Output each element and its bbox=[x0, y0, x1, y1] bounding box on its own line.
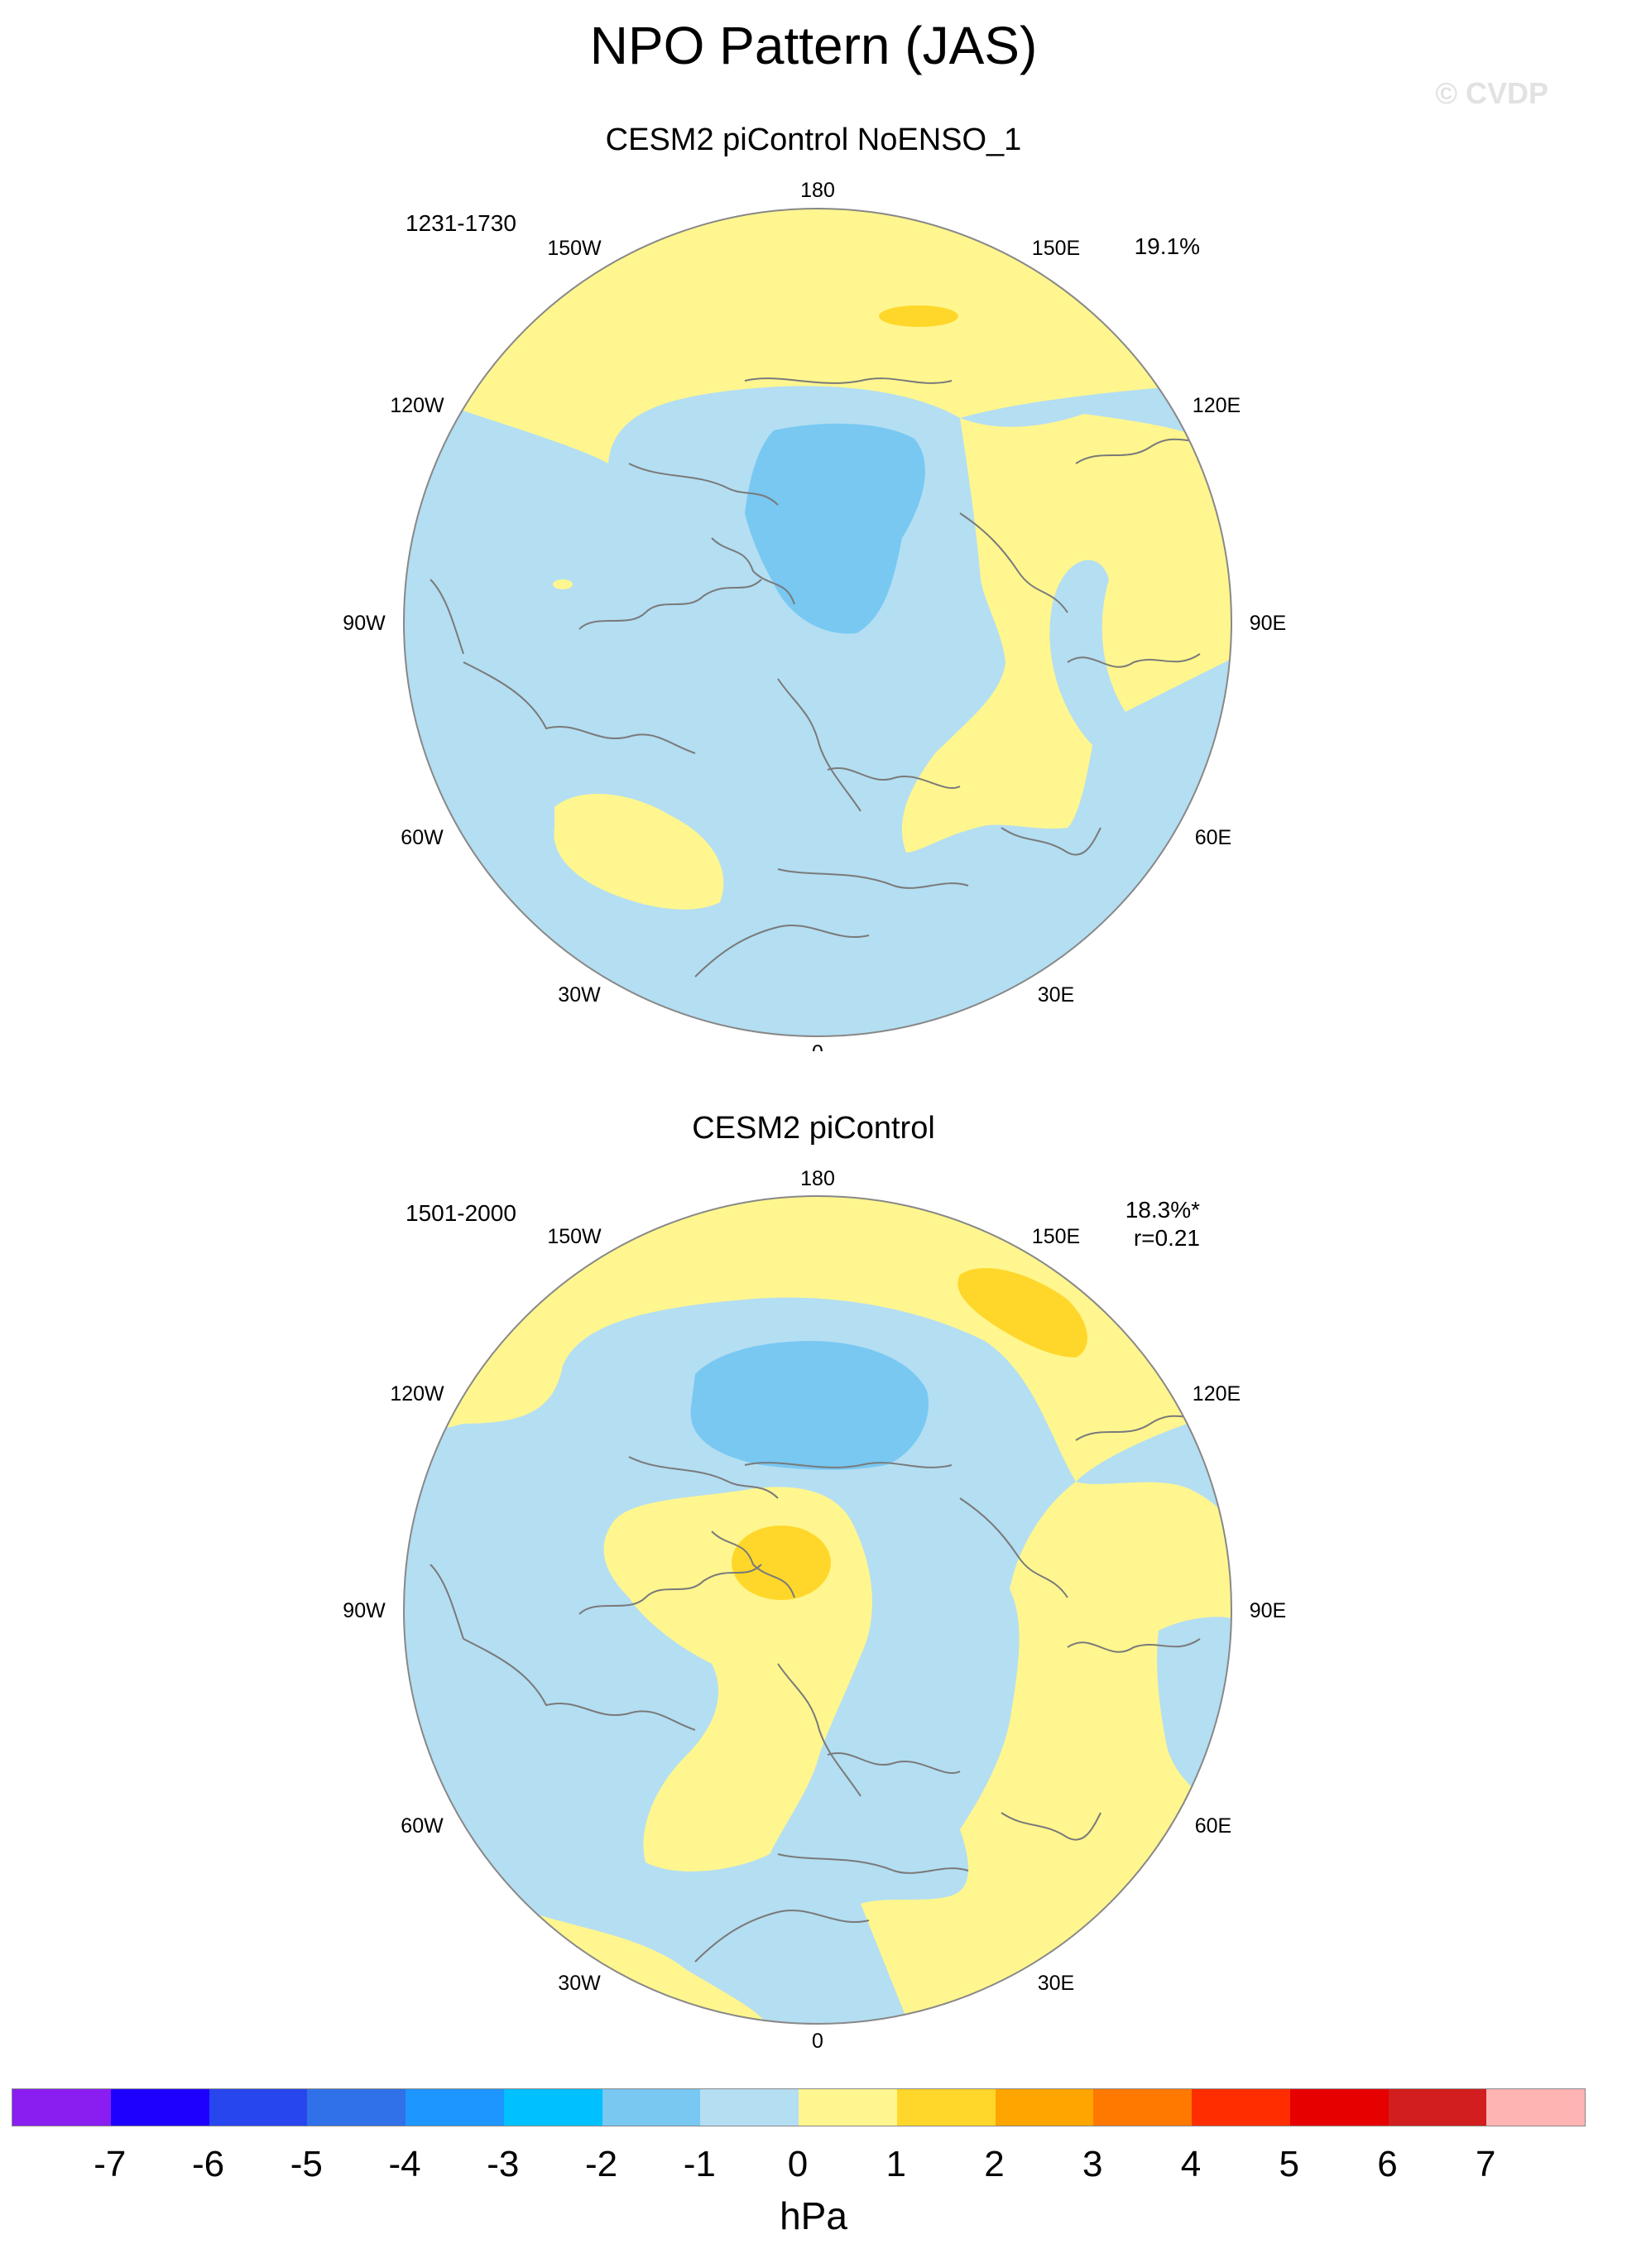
panel-2-positive-north bbox=[404, 1196, 1231, 1482]
lon-label: 150E bbox=[1032, 237, 1080, 260]
panel-1-date-range: 1231-1730 bbox=[406, 210, 516, 236]
panel-1-negative-core bbox=[745, 423, 925, 634]
panel-2-positive-core-arctic bbox=[732, 1526, 831, 1600]
panel-1-positive-core bbox=[879, 305, 958, 327]
lon-label: 150W bbox=[547, 1225, 602, 1248]
figure-title: NPO Pattern (JAS) bbox=[589, 16, 1038, 75]
colorbar-swatch bbox=[1093, 2089, 1192, 2126]
lon-label: 150E bbox=[1032, 1225, 1080, 1248]
colorbar-swatch bbox=[700, 2089, 799, 2126]
colorbar-swatch bbox=[896, 2089, 996, 2126]
colorbar-tick-label: -5 bbox=[290, 2144, 323, 2184]
colorbar-swatch bbox=[110, 2089, 209, 2126]
colorbar-swatch bbox=[406, 2089, 504, 2126]
colorbar-tick-label: 7 bbox=[1476, 2144, 1496, 2184]
panel-2-negative-core bbox=[690, 1341, 929, 1470]
lon-label: 120W bbox=[390, 394, 444, 417]
lon-label: 180 bbox=[800, 179, 835, 202]
panel-1-small-positive bbox=[553, 579, 573, 589]
colorbar-tick-label: 5 bbox=[1279, 2144, 1299, 2184]
colorbar-swatch bbox=[503, 2089, 602, 2126]
colorbar-swatch bbox=[799, 2089, 897, 2126]
colorbar-swatch bbox=[307, 2089, 406, 2126]
colorbar-tick-label: 0 bbox=[787, 2144, 809, 2184]
panel-2-map-border bbox=[403, 1195, 1232, 2025]
lon-label: 0 bbox=[812, 2030, 823, 2053]
colorbar-swatch bbox=[1289, 2089, 1389, 2126]
lon-label: 90E bbox=[1250, 612, 1286, 635]
colorbar-tick-label: -2 bbox=[584, 2144, 618, 2184]
lon-label: 180 bbox=[800, 1167, 835, 1190]
lon-label: 60E bbox=[1195, 1814, 1231, 1838]
panel-2-date-range: 1501-2000 bbox=[406, 1200, 516, 1226]
lon-label: 90W bbox=[343, 612, 386, 635]
panel-1-map-border bbox=[403, 208, 1232, 1037]
panel-1-coastlines bbox=[430, 377, 1209, 978]
lon-label: 30W bbox=[558, 983, 601, 1007]
lon-label: 60W bbox=[401, 1814, 444, 1838]
colorbar-tick-label: 2 bbox=[984, 2144, 1005, 2184]
colorbar-tick-label: 4 bbox=[1180, 2144, 1202, 2184]
lon-label: 60E bbox=[1195, 826, 1231, 849]
colorbar-swatch bbox=[1192, 2089, 1290, 2126]
panel-1-positive-atlantic bbox=[554, 793, 724, 910]
lon-label: 120W bbox=[390, 1382, 444, 1405]
colorbar-swatch bbox=[1388, 2089, 1487, 2126]
colorbar-tick-label: 6 bbox=[1377, 2144, 1398, 2184]
colorbar-tick-label: -6 bbox=[191, 2144, 225, 2184]
panel-2-variance: 18.3%* bbox=[1125, 1197, 1200, 1223]
lon-label: 60W bbox=[401, 826, 444, 849]
colorbar-tick-label: 1 bbox=[885, 2144, 906, 2184]
colorbar-tick-label: 3 bbox=[1082, 2144, 1103, 2184]
panel-2-polar-map: 180 150E 120E 90E 60E 30E 0 30W 60W 90W … bbox=[343, 1167, 1286, 2053]
colorbar-tick-label: -1 bbox=[683, 2144, 716, 2184]
lon-label: 30E bbox=[1038, 1972, 1074, 1995]
colorbar-tick-label: -7 bbox=[94, 2144, 127, 2184]
colorbar-unit: hPa bbox=[780, 2194, 847, 2237]
panel-1-positive-east bbox=[901, 414, 1231, 853]
panel-2-correlation: r=0.21 bbox=[1133, 1225, 1200, 1251]
panel-2-title: CESM2 piControl bbox=[692, 1111, 935, 1146]
colorbar bbox=[12, 2088, 1586, 2126]
colorbar-swatch bbox=[12, 2089, 111, 2126]
panel-2-positive-core-pacific bbox=[957, 1267, 1087, 1357]
cvdp-watermark: © CVDP bbox=[1435, 76, 1548, 110]
colorbar-swatch bbox=[995, 2089, 1094, 2126]
panel-1-longitude-labels: 180 150E 120E 90E 60E 30E 0 30W 60W 90W … bbox=[343, 179, 1286, 1051]
lon-label: 120E bbox=[1193, 394, 1241, 417]
lon-label: 90E bbox=[1250, 1599, 1286, 1622]
colorbar-swatch bbox=[1486, 2089, 1585, 2126]
lon-label: 30W bbox=[558, 1972, 601, 1995]
lon-label: 30E bbox=[1038, 983, 1074, 1007]
panel-1-title: CESM2 piControl NoENSO_1 bbox=[605, 123, 1022, 157]
colorbar-swatch bbox=[209, 2089, 308, 2126]
lon-label: 150W bbox=[547, 237, 602, 260]
colorbar-tick-label: -3 bbox=[487, 2144, 520, 2184]
panel-1-polar-map: 180 150E 120E 90E 60E 30E 0 30W 60W 90W … bbox=[343, 179, 1286, 1051]
panel-1-variance: 19.1% bbox=[1134, 233, 1200, 259]
lon-label: 90W bbox=[343, 1599, 386, 1622]
panel-2-coastlines bbox=[430, 1415, 1209, 1963]
panel-2-longitude-labels: 180 150E 120E 90E 60E 30E 0 30W 60W 90W … bbox=[343, 1167, 1286, 2053]
colorbar-swatch bbox=[602, 2089, 701, 2126]
colorbar-tick-label: -4 bbox=[388, 2144, 421, 2184]
lon-label: 120E bbox=[1193, 1382, 1241, 1405]
lon-label: 0 bbox=[812, 1041, 823, 1051]
